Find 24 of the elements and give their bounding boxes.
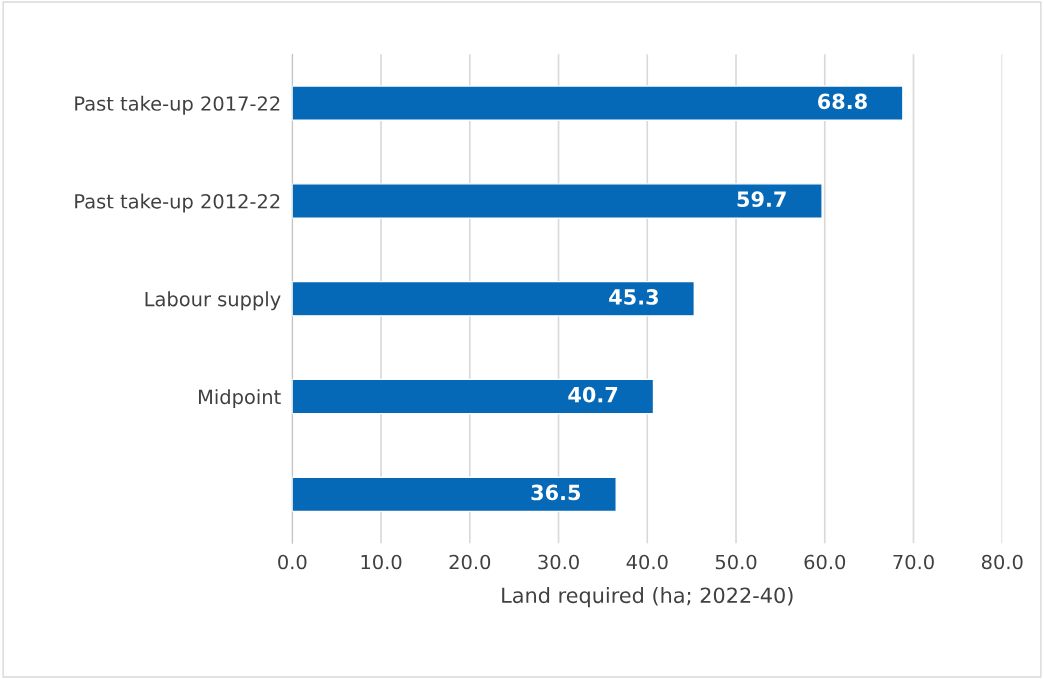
x-axis-title: Land required (ha; 2022-40): [502, 587, 793, 608]
x-tick-label: 10.0: [361, 554, 402, 570]
x-tick-label: 80.0: [981, 554, 1023, 570]
y-tick-label: Midpoint: [199, 389, 281, 408]
x-tick-label: 60.0: [804, 554, 846, 570]
data-label: 68.8: [818, 93, 867, 110]
bar: [292, 476, 617, 513]
y-tick-label: Past take-up 2012-22: [75, 193, 280, 213]
bar: [292, 378, 655, 415]
bar: [292, 183, 823, 219]
y-tick-label: Labour supply: [145, 291, 281, 311]
data-label: 59.7: [737, 191, 786, 208]
x-tick-label: 20.0: [449, 554, 491, 570]
x-tick-label: 50.0: [715, 554, 757, 570]
bar: [292, 280, 696, 317]
bar: [292, 85, 904, 122]
y-tick-label: Past take-up 2017-22: [75, 95, 280, 115]
data-label: 36.5: [531, 484, 581, 501]
x-tick-label: 40.0: [626, 554, 668, 570]
x-tick-label: 30.0: [538, 554, 579, 570]
data-label: 45.3: [609, 289, 658, 305]
x-tick-label: 70.0: [893, 554, 934, 570]
data-label: 40.7: [568, 386, 618, 403]
x-tick-label: 0.0: [278, 554, 307, 570]
